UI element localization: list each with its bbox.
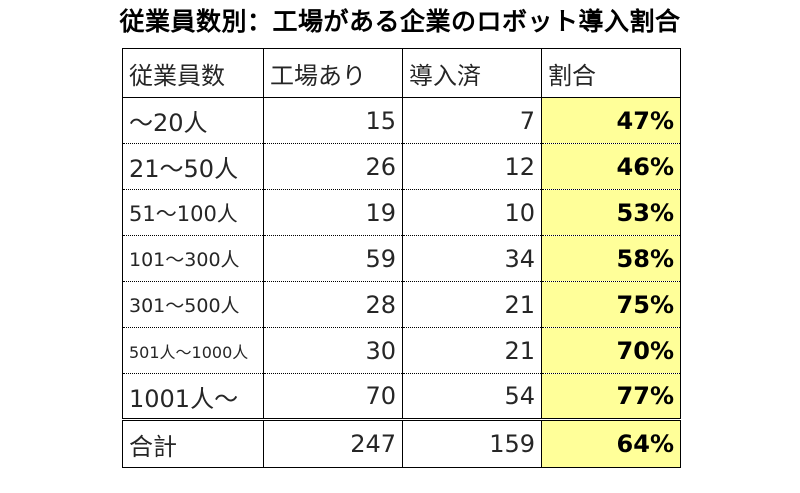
total-adopted-count: 159 <box>402 418 542 468</box>
adoption-ratio: 75% <box>541 281 681 328</box>
header-row: 従業員数 工場あり 導入済 割合 <box>122 48 681 98</box>
factory-count: 26 <box>263 143 403 190</box>
adopted-count: 21 <box>402 281 542 328</box>
column-header-factory: 工場あり <box>263 48 403 98</box>
table-row: 101～300人 59 34 58% <box>122 235 681 282</box>
row-label: ～20人 <box>122 97 264 144</box>
table-row: 51～100人 19 10 53% <box>122 189 681 236</box>
table-row: 21～50人 26 12 46% <box>122 143 681 190</box>
adoption-ratio: 77% <box>541 373 681 420</box>
table-row: 501人～1000人 30 21 70% <box>122 327 681 374</box>
total-row: 合計 247 159 64% <box>122 418 681 468</box>
row-label: 1001人～ <box>122 373 264 420</box>
adoption-ratio: 70% <box>541 327 681 374</box>
table-row: ～20人 15 7 47% <box>122 97 681 144</box>
factory-count: 59 <box>263 235 403 282</box>
adoption-ratio: 53% <box>541 189 681 236</box>
adopted-count: 7 <box>402 97 542 144</box>
row-label: 101～300人 <box>122 235 264 282</box>
adopted-count: 21 <box>402 327 542 374</box>
total-label: 合計 <box>122 418 264 468</box>
column-header-ratio: 割合 <box>541 48 681 98</box>
adoption-ratio: 46% <box>541 143 681 190</box>
factory-count: 70 <box>263 373 403 420</box>
table-row: 301～500人 28 21 75% <box>122 281 681 328</box>
adoption-ratio: 58% <box>541 235 681 282</box>
total-adoption-ratio: 64% <box>541 418 681 468</box>
adopted-count: 10 <box>402 189 542 236</box>
factory-count: 28 <box>263 281 403 328</box>
adopted-count: 54 <box>402 373 542 420</box>
row-label: 21～50人 <box>122 143 264 190</box>
factory-count: 19 <box>263 189 403 236</box>
row-label: 501人～1000人 <box>122 327 264 374</box>
adopted-count: 12 <box>402 143 542 190</box>
table-title: 従業員数別：工場がある企業のロボット導入割合 <box>119 7 681 36</box>
robot-adoption-table: 従業員数 工場あり 導入済 割合 ～20人 15 7 47% 21～50人 26… <box>122 48 681 468</box>
total-factory-count: 247 <box>263 418 403 468</box>
adoption-ratio: 47% <box>541 97 681 144</box>
column-header-adopted: 導入済 <box>402 48 542 98</box>
factory-count: 30 <box>263 327 403 374</box>
row-label: 301～500人 <box>122 281 264 328</box>
factory-count: 15 <box>263 97 403 144</box>
column-header-employees: 従業員数 <box>122 48 264 98</box>
adopted-count: 34 <box>402 235 542 282</box>
row-label: 51～100人 <box>122 189 264 236</box>
table-row: 1001人～ 70 54 77% <box>122 373 681 420</box>
